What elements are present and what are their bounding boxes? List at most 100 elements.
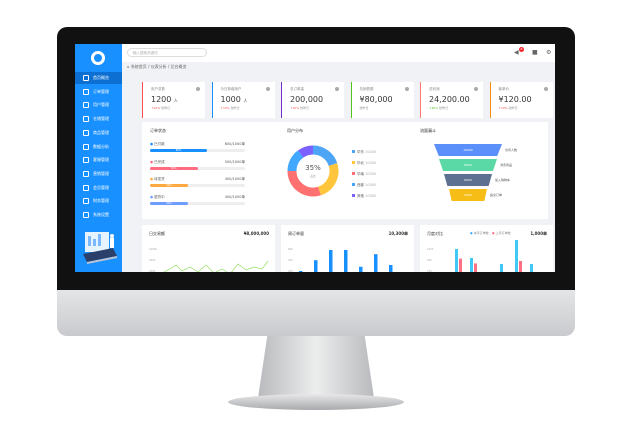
line-series xyxy=(163,260,269,272)
legend-label: 其他 xyxy=(357,194,364,198)
stat-value: 24,200.00 xyxy=(429,95,470,104)
legend-label: 华北 xyxy=(357,161,364,165)
progress-label: 退货中 xyxy=(154,194,165,199)
stat-delta: ↑10% xyxy=(498,106,508,110)
monitor-chin xyxy=(57,290,575,336)
menu-icon xyxy=(83,198,89,205)
stat-unit: 人 xyxy=(173,98,178,103)
help-icon[interactable] xyxy=(196,87,200,91)
menu-icon xyxy=(83,129,89,136)
sidebar-item[interactable]: 商品管理 xyxy=(75,127,122,139)
topbar: 输入搜索关键词 ◀ ■ ⚙ xyxy=(122,44,555,62)
sidebar-item[interactable]: 首页概览 xyxy=(75,72,122,84)
sidebar-item-label: 客服管理 xyxy=(93,157,109,163)
stat-delta: ↑10% xyxy=(220,106,230,110)
funnel-level: 6000 xyxy=(444,174,492,186)
monitor-stand xyxy=(258,336,374,398)
bar xyxy=(455,249,458,272)
y-tick: 200 xyxy=(288,270,293,272)
stat-title: 用户总数 xyxy=(151,87,165,91)
bar xyxy=(519,261,522,272)
donut-center-value: 35% xyxy=(305,164,321,172)
progress-bar: 50% xyxy=(150,166,245,170)
bottom-chart-panel: 周订单量 10,300单 600 400 200 xyxy=(281,225,414,272)
help-icon[interactable] xyxy=(474,87,478,91)
funnel-label: 访问人数 xyxy=(505,148,518,152)
progress-label: 已付款 xyxy=(154,142,165,146)
bottom-chart-panel: 日交易额 ¥8,000,000 10000 5000 1000 xyxy=(142,225,275,272)
donut-slice xyxy=(317,163,339,196)
sidebar-item[interactable]: 财务管理 xyxy=(75,195,122,207)
help-icon[interactable] xyxy=(335,87,339,91)
stat-card: 总利润 24,200.00 ↓20% 较昨日 xyxy=(420,82,483,118)
sidebar-item[interactable]: 营销管理 xyxy=(75,168,122,180)
sidebar-item[interactable]: 用户管理 xyxy=(75,99,122,111)
sidebar-item-label: 用户管理 xyxy=(93,102,109,108)
progress-value: 500/1000单 xyxy=(224,159,245,164)
monitor-base xyxy=(228,394,404,410)
sidebar-item[interactable]: 订单管理 xyxy=(75,86,122,98)
stat-note: 较昨日 xyxy=(161,106,171,110)
stat-value: 1000 xyxy=(220,95,241,104)
funnel-label: 浏览商品 xyxy=(500,163,513,167)
home-icon: ⌂ xyxy=(127,64,131,69)
bar xyxy=(500,264,503,272)
y-tick: 1000 xyxy=(149,270,156,272)
stat-note: 较昨日 xyxy=(439,106,449,110)
gear-icon[interactable]: ⚙ xyxy=(546,49,552,56)
chart-legend: ● 上月订单数 xyxy=(492,231,511,235)
sidebar-item-label: 商品管理 xyxy=(93,129,109,135)
user-dist-title: 用户分布 xyxy=(287,128,303,133)
progress-bar: 60% xyxy=(150,149,245,152)
bottom-chart-panel: 月度对比 1,000单 ● 本月订单数 ● 上月订单数 1000 500 100 xyxy=(420,225,553,272)
help-icon[interactable] xyxy=(543,87,548,91)
mini-chart xyxy=(299,250,393,272)
search-input[interactable]: 输入搜索关键词 xyxy=(127,48,207,57)
logo-icon xyxy=(91,51,105,65)
sidebar-item[interactable]: 系统设置 xyxy=(75,209,122,221)
help-icon[interactable] xyxy=(265,87,270,91)
bar xyxy=(329,250,333,272)
notification-icon[interactable]: ◀ xyxy=(514,49,519,56)
sidebar-item[interactable]: 会员管理 xyxy=(75,182,122,194)
sidebar-item[interactable]: 仓储管理 xyxy=(75,113,122,125)
legend-value: 10000 xyxy=(365,183,377,187)
bar xyxy=(389,265,393,272)
lock-icon[interactable]: ■ xyxy=(532,49,538,56)
progress-fill: 40% xyxy=(150,184,188,187)
y-tick: 600 xyxy=(288,248,293,251)
donut-slice xyxy=(287,150,304,172)
mini-chart xyxy=(163,260,269,272)
y-tick: 1000 xyxy=(427,248,434,251)
legend-item: 华南 10000 xyxy=(352,172,376,177)
funnel-level: 4000 xyxy=(449,189,487,201)
stat-title: 总利润 xyxy=(429,87,440,91)
stat-value: 1200 xyxy=(151,95,172,104)
dashboard-screen: 首页概览订单管理用户管理仓储管理商品管理数据分析客服管理营销管理会员管理 财务管理… xyxy=(75,44,555,272)
stat-note: 较昨日 xyxy=(508,106,518,110)
menu-icon xyxy=(83,170,89,177)
legend-value: 10000 xyxy=(365,194,377,198)
stat-note: 较昨日 xyxy=(359,106,369,110)
sidebar-item[interactable]: 数据分析 xyxy=(75,141,122,153)
progress-row: ● 已付款 600/1000单 60% xyxy=(150,142,245,152)
overview-panel: 订单状态 ● 已付款 600/1000单 60% ● 已完成 500/1000单 50% ●… xyxy=(142,122,548,219)
chart-title: 周订单量 xyxy=(288,231,304,236)
legend-value: 10000 xyxy=(365,161,377,165)
menu-icon xyxy=(83,102,89,109)
menu-icon xyxy=(83,184,89,191)
y-tick: 10000 xyxy=(149,248,157,251)
sidebar-item[interactable]: 客服管理 xyxy=(75,154,122,166)
funnel-label: 加入购物车 xyxy=(495,178,511,182)
sidebar-item-label: 订单管理 xyxy=(93,88,109,94)
stat-title: 总销售额 xyxy=(359,87,374,91)
order-status-title: 订单状态 xyxy=(150,128,166,133)
donut-chart xyxy=(287,145,339,197)
sidebar-item-label: 系统设置 xyxy=(93,212,109,217)
legend-label: 华东 xyxy=(357,150,364,154)
stat-card: 用户总数 1200 人 ↑10% 较昨日 xyxy=(142,82,205,118)
chart-total: ¥8,000,000 xyxy=(243,231,269,236)
y-tick: 5000 xyxy=(149,259,156,262)
bar xyxy=(344,250,348,272)
help-icon[interactable] xyxy=(404,87,409,91)
